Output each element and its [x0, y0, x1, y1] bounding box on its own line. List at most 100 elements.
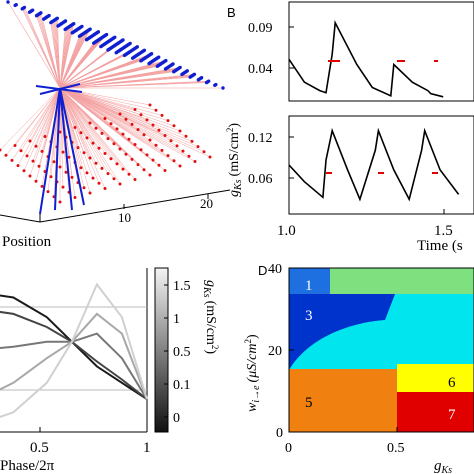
- bottom-dot: [40, 149, 44, 153]
- bottom-dot: [37, 164, 41, 168]
- top-dot: [49, 20, 53, 25]
- b-bottom-ytick-006: 0.06: [248, 172, 273, 187]
- bottom-dot: [175, 144, 179, 148]
- cbar-label-sup: 2: [210, 345, 220, 350]
- bottom-dot: [157, 163, 161, 167]
- bottom-dot: [28, 139, 32, 143]
- bottom-dot: [172, 159, 176, 163]
- connection-line: [59, 87, 187, 137]
- d-ylabel-sub: i→e: [251, 385, 262, 403]
- cbar-label-close: ): [203, 349, 218, 354]
- d-xlabel: gKs: [434, 458, 452, 474]
- connection-line: [59, 87, 103, 169]
- connection-line: [59, 87, 166, 171]
- bottom-dot: [19, 149, 23, 153]
- connection-line: [59, 76, 191, 89]
- top-dot: [204, 80, 209, 85]
- b-xtick-15: 1.5: [434, 223, 453, 239]
- blue-focus-cone: [35, 83, 85, 215]
- bottom-dot: [178, 129, 182, 133]
- bottom-dot: [142, 133, 146, 137]
- b-xtick-10: 1.0: [277, 223, 296, 239]
- b-bottom-axes: [288, 115, 474, 215]
- bottom-dot: [172, 124, 176, 128]
- bottom-dot: [133, 178, 137, 181]
- top-dot: [163, 67, 168, 71]
- bottom-dot: [58, 165, 62, 169]
- d-ylabel-sup: 2: [243, 339, 253, 344]
- panel-d-label: D: [258, 263, 267, 278]
- b-ylabel-sub: Ks: [233, 179, 244, 191]
- b-top-trace: [288, 20, 444, 98]
- bottom-dot: [100, 131, 104, 135]
- top-dot: [221, 86, 225, 90]
- connection-line: [59, 87, 193, 142]
- top-dot: [196, 78, 201, 82]
- d-ticks: [289, 267, 398, 433]
- d-xtick-0: 0: [285, 441, 292, 456]
- connection-line: [23, 87, 61, 171]
- bottom-dot: [145, 118, 149, 122]
- bottom-dot: [76, 146, 80, 150]
- b-bottom-trace: [288, 127, 460, 202]
- bottom-dot: [118, 147, 122, 151]
- connection-line: [59, 87, 64, 188]
- top-grid-dots: [6, 0, 225, 90]
- connection-line: [32, 87, 61, 162]
- top-dot: [20, 7, 24, 11]
- bottom-dot: [184, 134, 188, 138]
- connection-line: [7, 1, 61, 89]
- connection-line: [26, 87, 61, 157]
- bottom-dot: [121, 167, 125, 171]
- svg-text:gKs(mS/cm2): gKs (mS/cm2): [225, 123, 244, 197]
- colorbar: [154, 267, 169, 433]
- top-dot: [99, 44, 103, 49]
- top-dot: [147, 61, 151, 66]
- connection-line: [59, 87, 169, 121]
- bottom-dot: [67, 155, 71, 159]
- bottom-dot: [193, 160, 197, 163]
- a-tick-20: 20: [200, 196, 213, 211]
- bottom-dot: [139, 113, 143, 117]
- top-dot: [139, 59, 143, 63]
- connection-line: [59, 87, 100, 184]
- bottom-dot: [70, 175, 74, 179]
- connection-line: [17, 87, 61, 166]
- colorbar-label: gKs (mS/cm2): [201, 280, 220, 354]
- bottom-dot: [100, 166, 104, 170]
- c-xtick-1: 1: [143, 440, 151, 456]
- bottom-dot: [79, 131, 83, 135]
- cbar-tick-05: 0.5: [173, 345, 191, 360]
- b-red-markers: [326, 60, 438, 174]
- connection-line: [59, 87, 190, 157]
- d-region-label-3: 3: [305, 308, 313, 324]
- bottom-dot: [109, 157, 113, 161]
- top-dot: [213, 83, 217, 87]
- bottom-dot: [91, 141, 95, 145]
- d-ytick-20: 20: [268, 344, 282, 359]
- bottom-dot: [133, 108, 137, 111]
- bottom-dot: [133, 143, 137, 146]
- connection-lines-red: [0, 1, 223, 202]
- top-dot: [114, 51, 118, 55]
- bottom-dot: [136, 128, 140, 132]
- top-dot: [188, 75, 192, 79]
- bottom-dot: [46, 190, 50, 194]
- b-xlabel: Time (s: [417, 238, 463, 254]
- bottom-dot: [34, 179, 38, 183]
- bottom-dot: [157, 128, 161, 132]
- cbar-label-unit: (mS/cm: [203, 301, 218, 345]
- a-tick-10: 10: [118, 210, 131, 225]
- bottom-dot: [85, 171, 89, 175]
- panel-b-label: B: [227, 5, 236, 20]
- panel-d: D 1 3 5 6 7 40 20 0 0 0.5 wi→e (μS/cm2) g…: [243, 262, 474, 474]
- bottom-dot: [130, 122, 134, 126]
- bottom-dot: [154, 108, 158, 112]
- connection-line: [59, 60, 141, 89]
- d-ylabel: wi→e (μS/cm2): [243, 334, 262, 412]
- c-xtick-05: 0.5: [30, 440, 49, 456]
- bottom-dot: [154, 143, 158, 147]
- b-ylabel-close: ): [227, 123, 242, 128]
- connection-line: [59, 82, 207, 89]
- c-xlabel: Phase/2π: [0, 458, 55, 474]
